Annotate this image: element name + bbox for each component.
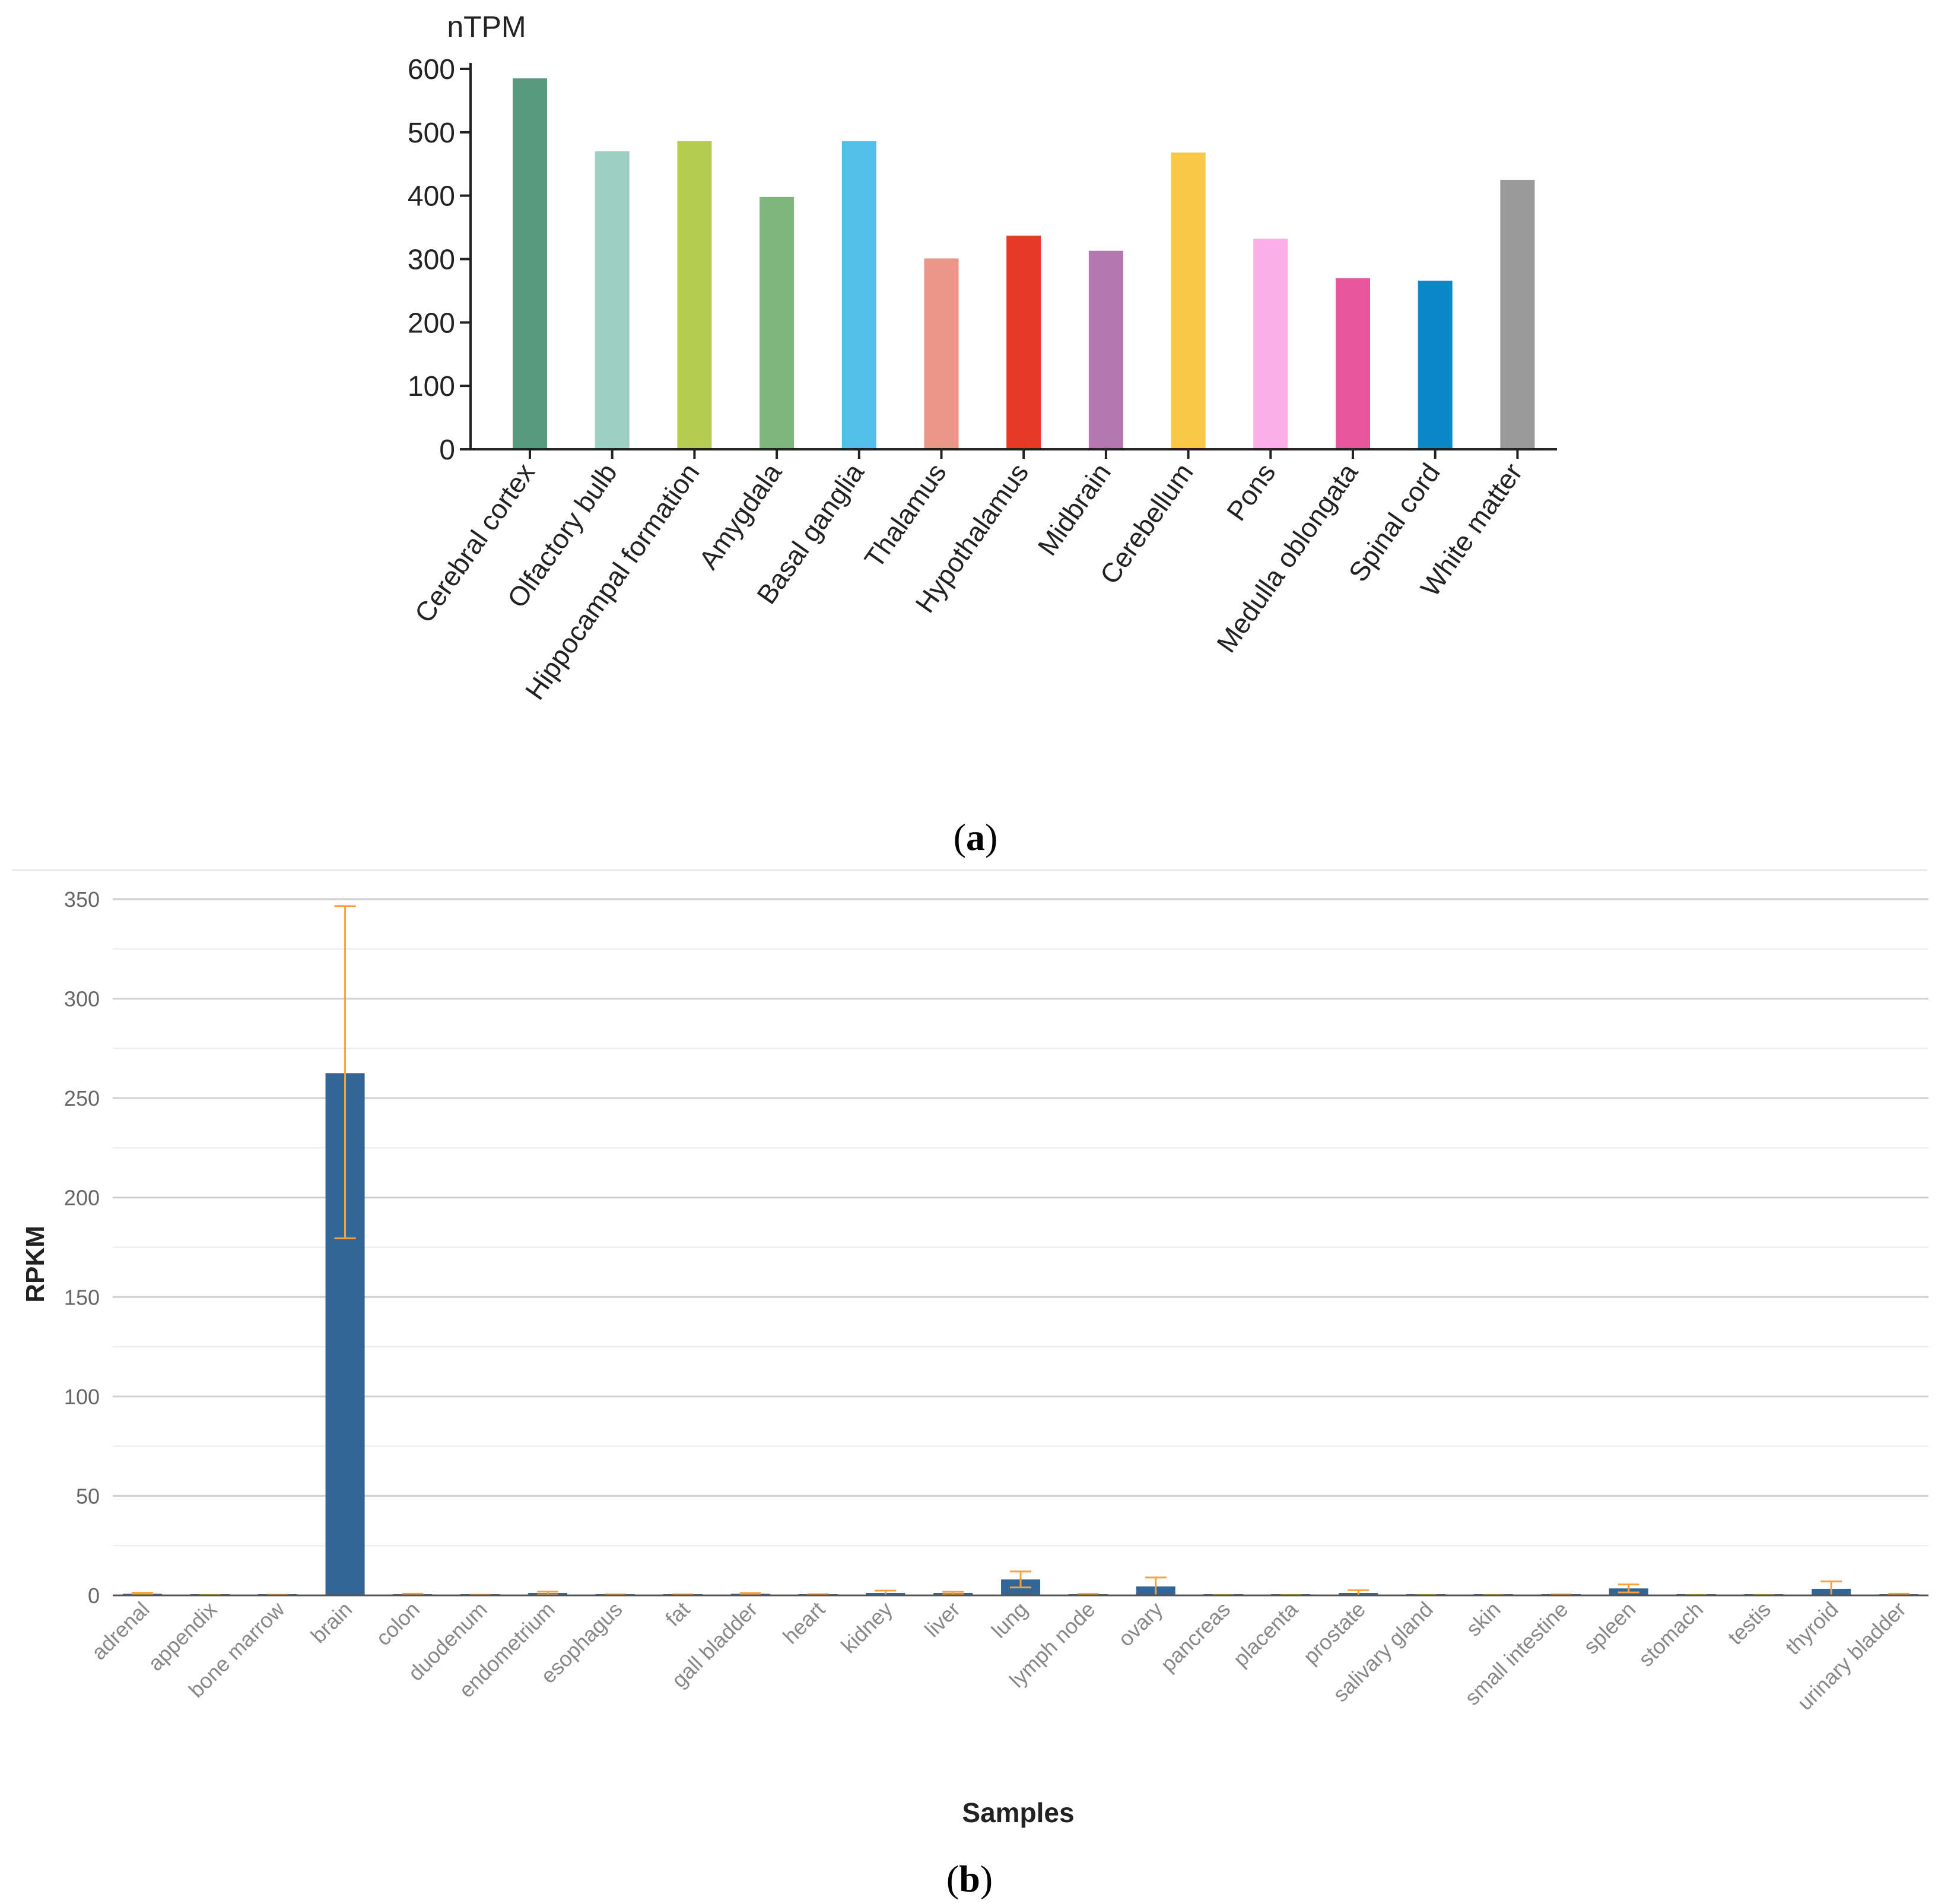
chart-b-x-tick-label: fat bbox=[660, 1597, 694, 1631]
chart-b-x-tick-label: heart bbox=[778, 1597, 830, 1649]
chart-b-y-tick-label: 350 bbox=[64, 887, 100, 912]
chart-a-x-tick-label: Pons bbox=[1221, 458, 1282, 526]
chart-a-ntpm: nTPM 0 100 200 300 400 500 600 Cerebral cortex… bbox=[408, 10, 1557, 705]
chart-a-bars bbox=[513, 78, 1535, 450]
chart-b-x-tick-label: placenta bbox=[1228, 1597, 1303, 1671]
chart-a-y-tick-label: 600 bbox=[408, 54, 455, 85]
chart-a-bar-midbrain bbox=[1088, 250, 1123, 449]
chart-b-x-label: Samples bbox=[962, 1797, 1074, 1828]
chart-a-bar-medulla-oblongata bbox=[1336, 278, 1370, 449]
chart-b-x-tick-label: testis bbox=[1723, 1597, 1775, 1649]
chart-b-y-tick-label: 200 bbox=[64, 1186, 100, 1210]
chart-a-bar-hippocampal-formation bbox=[677, 141, 712, 450]
chart-b-x-tick-label: brain bbox=[306, 1597, 357, 1648]
chart-b-y-tick-label: 100 bbox=[64, 1385, 100, 1409]
chart-b-y-label: RPKM bbox=[21, 1226, 50, 1303]
chart-b-x-tick-label: thyroid bbox=[1781, 1597, 1843, 1659]
chart-b-y-tick-label: 300 bbox=[64, 987, 100, 1011]
chart-a-x-tick-label: Medulla oblongata bbox=[1210, 458, 1364, 658]
chart-a-y-axis: 0 100 200 300 400 500 600 bbox=[408, 54, 471, 466]
chart-a-y-tick-label: 300 bbox=[408, 245, 455, 276]
chart-a-bar-hypothalamus bbox=[1006, 235, 1041, 449]
chart-b-y-tick-label: 0 bbox=[88, 1584, 100, 1608]
chart-a-bar-cerebral-cortex bbox=[513, 78, 547, 449]
chart-b-x-tick-label: stomach bbox=[1634, 1597, 1708, 1671]
chart-a-x-tick-label: Amygdala bbox=[692, 458, 787, 575]
chart-b-x-tick-label: liver bbox=[920, 1597, 965, 1642]
chart-a-bar-thalamus bbox=[924, 258, 959, 449]
chart-a-x-tick-label: Midbrain bbox=[1031, 458, 1117, 561]
chart-b-x-tick-label: ovary bbox=[1113, 1597, 1167, 1651]
chart-b-error-bars bbox=[132, 905, 1910, 1597]
chart-b-x-tick-label: lung bbox=[987, 1597, 1032, 1643]
chart-a-bar-white-matter bbox=[1500, 179, 1535, 449]
chart-b-x-tick-label: spleen bbox=[1578, 1597, 1640, 1659]
chart-b-gridlines bbox=[113, 898, 1928, 1547]
chart-a-bar-pons bbox=[1253, 239, 1288, 449]
chart-b-bars bbox=[123, 1073, 1919, 1595]
chart-b-y-axis: 0 50 100 150 200 250 300 350 bbox=[64, 887, 100, 1608]
chart-a-x-tick-label: Thalamus bbox=[858, 458, 952, 573]
chart-a-bar-amygdala bbox=[760, 196, 795, 449]
chart-a-y-label: nTPM bbox=[447, 10, 526, 43]
panel-b-caption: (b) bbox=[946, 1858, 993, 1900]
chart-a-y-tick-label: 500 bbox=[408, 118, 455, 149]
chart-a-bar-spinal-cord bbox=[1418, 280, 1453, 449]
chart-b-x-tick-label: skin bbox=[1461, 1597, 1505, 1641]
chart-b-y-tick-label: 150 bbox=[64, 1285, 100, 1309]
chart-b-x-tick-label: colon bbox=[371, 1597, 424, 1651]
chart-a-y-tick-label: 200 bbox=[408, 307, 455, 339]
chart-a-y-tick-label: 100 bbox=[408, 371, 455, 402]
chart-b-x-tick-label: pancreas bbox=[1156, 1597, 1235, 1677]
chart-a-bar-cerebellum bbox=[1171, 153, 1206, 449]
chart-a-y-tick-label: 400 bbox=[408, 181, 455, 212]
panel-a-caption: (a) bbox=[954, 816, 998, 858]
chart-b-y-tick-label: 250 bbox=[64, 1086, 100, 1110]
chart-a-bar-basal-ganglia bbox=[841, 141, 876, 450]
chart-b-x-tick-label: kidney bbox=[836, 1597, 897, 1658]
chart-a-bar-olfactory-bulb bbox=[595, 151, 630, 449]
chart-b-y-tick-label: 50 bbox=[76, 1484, 100, 1508]
chart-a-y-tick-label: 0 bbox=[439, 434, 455, 466]
